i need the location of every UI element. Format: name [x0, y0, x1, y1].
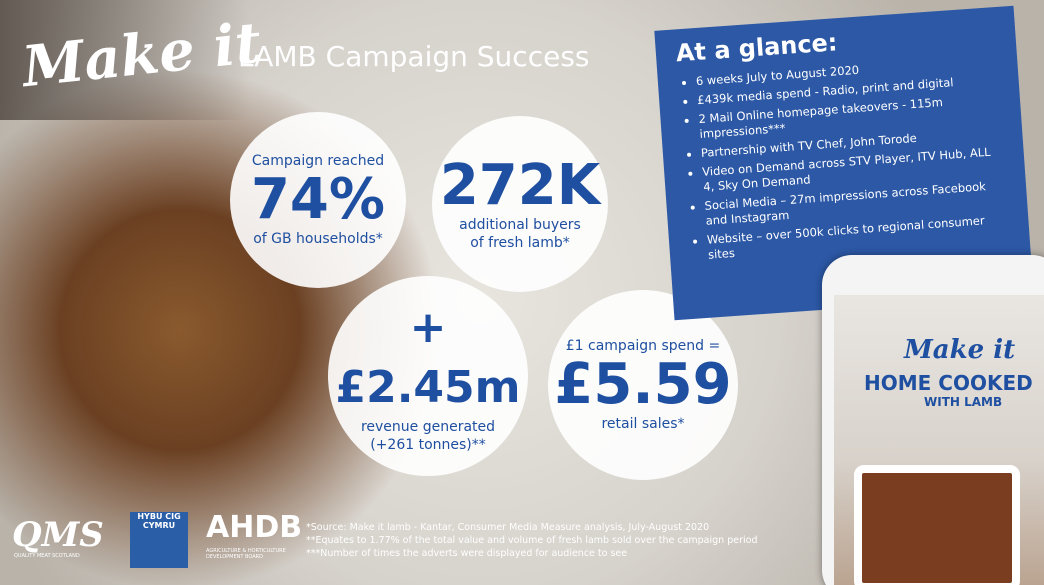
- dish: [854, 465, 1020, 585]
- stat-figure: 272K: [439, 153, 601, 218]
- footnote: *Source: Make it lamb - Kantar, Consumer…: [306, 522, 710, 533]
- stat-caption: (+261 tonnes)**: [370, 437, 486, 453]
- stat-caption: of fresh lamb*: [470, 235, 570, 251]
- phone-screen: Make it HOME COOKED WITH LAMB: [834, 295, 1044, 585]
- stat-figure: £5.59: [554, 352, 732, 417]
- stat-circle: 272K additional buyers of fresh lamb*: [432, 116, 608, 292]
- footnote: ***Number of times the adverts were disp…: [306, 548, 628, 559]
- stat-circle: Campaign reached 74% of GB households*: [230, 112, 406, 288]
- stat-caption: revenue generated: [360, 419, 496, 435]
- phone: Make it HOME COOKED WITH LAMB: [822, 255, 1044, 585]
- footnote: **Equates to 1.77% of the total value an…: [306, 535, 758, 546]
- title: LAMB Campaign Success: [238, 40, 590, 73]
- hcc-logo: HYBU CIG CYMRU: [130, 512, 188, 568]
- stat-figure: 74%: [250, 167, 386, 232]
- qms-logo: QMS: [12, 515, 104, 555]
- stat-caption: Campaign reached: [251, 153, 385, 169]
- header-shade: [0, 0, 250, 120]
- stat-circle: +£2.45m revenue generated (+261 tonnes)**: [328, 276, 528, 476]
- stat-caption: retail sales*: [601, 416, 685, 432]
- stat-caption: of GB households*: [253, 231, 383, 247]
- stat-caption: £1 campaign spend =: [565, 338, 721, 354]
- qms-sub: QUALITY MEAT SCOTLAND: [14, 553, 80, 559]
- phone-logo: Make it: [904, 335, 1016, 365]
- footnotes: *Source: Make it lamb - Kantar, Consumer…: [306, 521, 757, 560]
- stat-circle: £1 campaign spend = £5.59 retail sales*: [548, 290, 738, 480]
- stat-caption: additional buyers: [459, 217, 581, 233]
- ahdb-sub: AGRICULTURE & HORTICULTURE DEVELOPMENT B…: [206, 548, 286, 560]
- stat-figure: +£2.45m: [335, 302, 521, 413]
- phone-line: HOME COOKED: [864, 371, 1033, 395]
- glance-list: 6 weeks July to August 2020£439k media s…: [677, 53, 1009, 264]
- phone-line: WITH LAMB: [924, 395, 1003, 409]
- ahdb-logo: AHDB: [206, 510, 303, 545]
